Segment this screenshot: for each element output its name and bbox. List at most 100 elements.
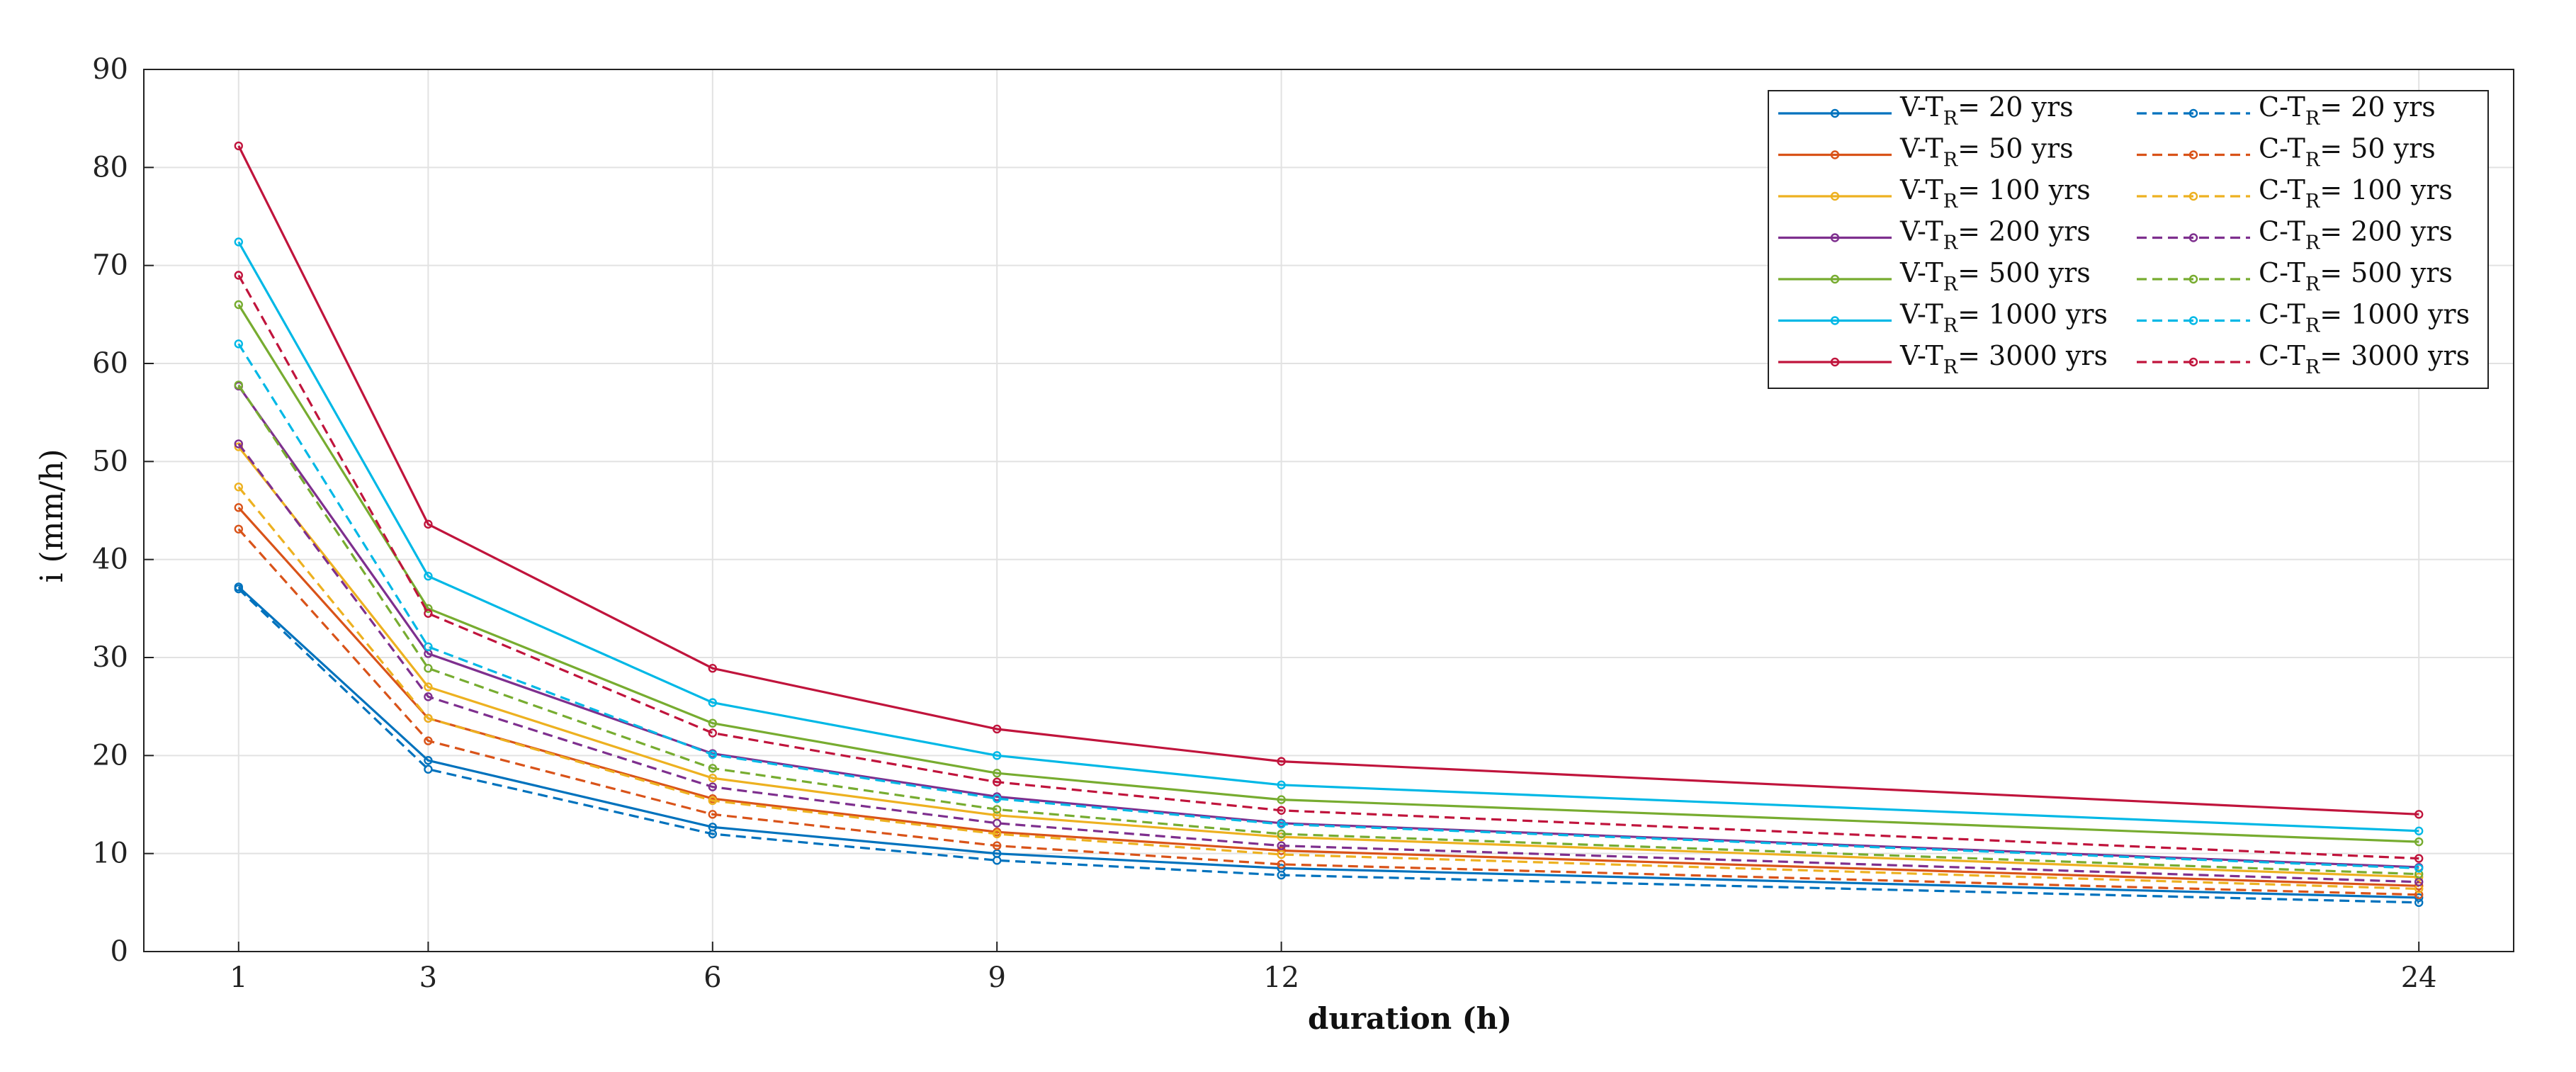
legend-label: C-TR= 20 yrs [2259, 91, 2436, 130]
y-tick-label: 70 [92, 249, 128, 282]
data-point [1277, 841, 1286, 850]
series-lines [234, 141, 2424, 908]
legend-marker [1830, 316, 1840, 325]
data-point [2414, 810, 2424, 819]
data-point [708, 829, 717, 839]
series-5 [234, 300, 2424, 847]
legend-label: C-TR= 1000 yrs [2259, 299, 2470, 337]
x-tick-label: 6 [704, 961, 721, 994]
legend-label: V-TR= 3000 yrs [1899, 340, 2108, 378]
data-point [424, 609, 433, 618]
data-point [1277, 806, 1286, 816]
y-tick-label: 10 [92, 837, 128, 870]
y-tick-label: 40 [92, 543, 128, 576]
x-ticks: 1 3 6 9 12 24 [230, 942, 2437, 994]
series-8 [234, 584, 2424, 908]
legend-marker [1830, 233, 1840, 242]
series-line [237, 385, 2419, 869]
series-line [237, 586, 2419, 899]
x-tick-label: 24 [2401, 961, 2437, 994]
legend-entry: C-TR= 50 yrs [2137, 133, 2436, 171]
data-point [992, 818, 1002, 828]
y-tick-label: 90 [92, 53, 128, 86]
data-point [424, 713, 433, 723]
legend-label: C-TR= 200 yrs [2259, 216, 2453, 254]
legend-marker [1830, 150, 1840, 159]
data-point [424, 664, 433, 673]
legend-marker [2188, 191, 2198, 201]
legend-marker [2188, 233, 2198, 242]
plot-frame [143, 69, 2514, 952]
data-point [1277, 829, 1286, 839]
data-point [992, 805, 1002, 814]
legend-entry: C-TR= 20 yrs [2137, 91, 2436, 130]
series-line [237, 588, 2419, 904]
data-point [708, 782, 717, 791]
data-point [1277, 859, 1286, 869]
series-line [237, 507, 2419, 887]
series-12 [234, 380, 2424, 879]
data-point [1277, 850, 1286, 859]
data-point [234, 271, 243, 280]
legend-marker [2188, 357, 2198, 367]
data-point [992, 777, 1002, 786]
data-point [708, 664, 717, 673]
legend-marker [2188, 316, 2198, 325]
data-point [2414, 869, 2424, 879]
data-point [424, 736, 433, 745]
series-line [237, 343, 2419, 869]
data-point [424, 571, 433, 581]
legend-entry: C-TR= 1000 yrs [2137, 299, 2470, 337]
data-point [424, 682, 433, 692]
legend-entry: V-TR= 20 yrs [1778, 91, 2074, 130]
data-point [2414, 872, 2424, 882]
series-3 [234, 442, 2424, 882]
series-4 [234, 381, 2424, 872]
series-10 [234, 483, 2424, 893]
legend-label: V-TR= 50 yrs [1899, 133, 2074, 171]
series-9 [234, 524, 2424, 899]
legend-marker [1830, 191, 1840, 201]
legend-marker [1830, 357, 1840, 367]
data-point [992, 724, 1002, 734]
data-point [2414, 826, 2424, 836]
y-ticks: 0 10 20 30 40 50 60 70 80 90 [92, 53, 154, 968]
y-tick-label: 80 [92, 151, 128, 184]
data-point [234, 503, 243, 512]
legend-entry: C-TR= 500 yrs [2137, 257, 2453, 295]
legend-label: V-TR= 1000 yrs [1899, 299, 2108, 337]
legend-entry: V-TR= 200 yrs [1778, 216, 2091, 254]
y-tick-label: 60 [92, 347, 128, 380]
legend-entry: V-TR= 100 yrs [1778, 174, 2091, 213]
data-point [234, 483, 243, 492]
data-point [1277, 870, 1286, 880]
data-point [2414, 854, 2424, 863]
series-line [237, 528, 2419, 896]
data-point [234, 237, 243, 247]
series-line [237, 486, 2419, 891]
series-6 [234, 237, 2424, 836]
y-axis-title: i (mm/h) [34, 449, 70, 583]
legend-entry: C-TR= 100 yrs [2137, 174, 2453, 213]
legend-label: V-TR= 20 yrs [1899, 91, 2074, 130]
series-line [237, 384, 2419, 876]
data-point [2414, 893, 2424, 903]
data-point [708, 718, 717, 728]
legend-label: V-TR= 200 yrs [1899, 216, 2091, 254]
data-point [992, 794, 1002, 803]
series-7 [234, 141, 2424, 819]
data-point [708, 728, 717, 738]
data-point [708, 773, 717, 783]
data-point [1277, 757, 1286, 766]
data-point [424, 692, 433, 701]
data-point [234, 339, 243, 349]
legend-entry: V-TR= 500 yrs [1778, 257, 2091, 295]
grid [144, 69, 2514, 952]
legend-entry: V-TR= 50 yrs [1778, 133, 2074, 171]
data-point [992, 829, 1002, 839]
data-point [708, 810, 717, 819]
y-tick-label: 0 [111, 935, 128, 968]
data-point [424, 756, 433, 765]
